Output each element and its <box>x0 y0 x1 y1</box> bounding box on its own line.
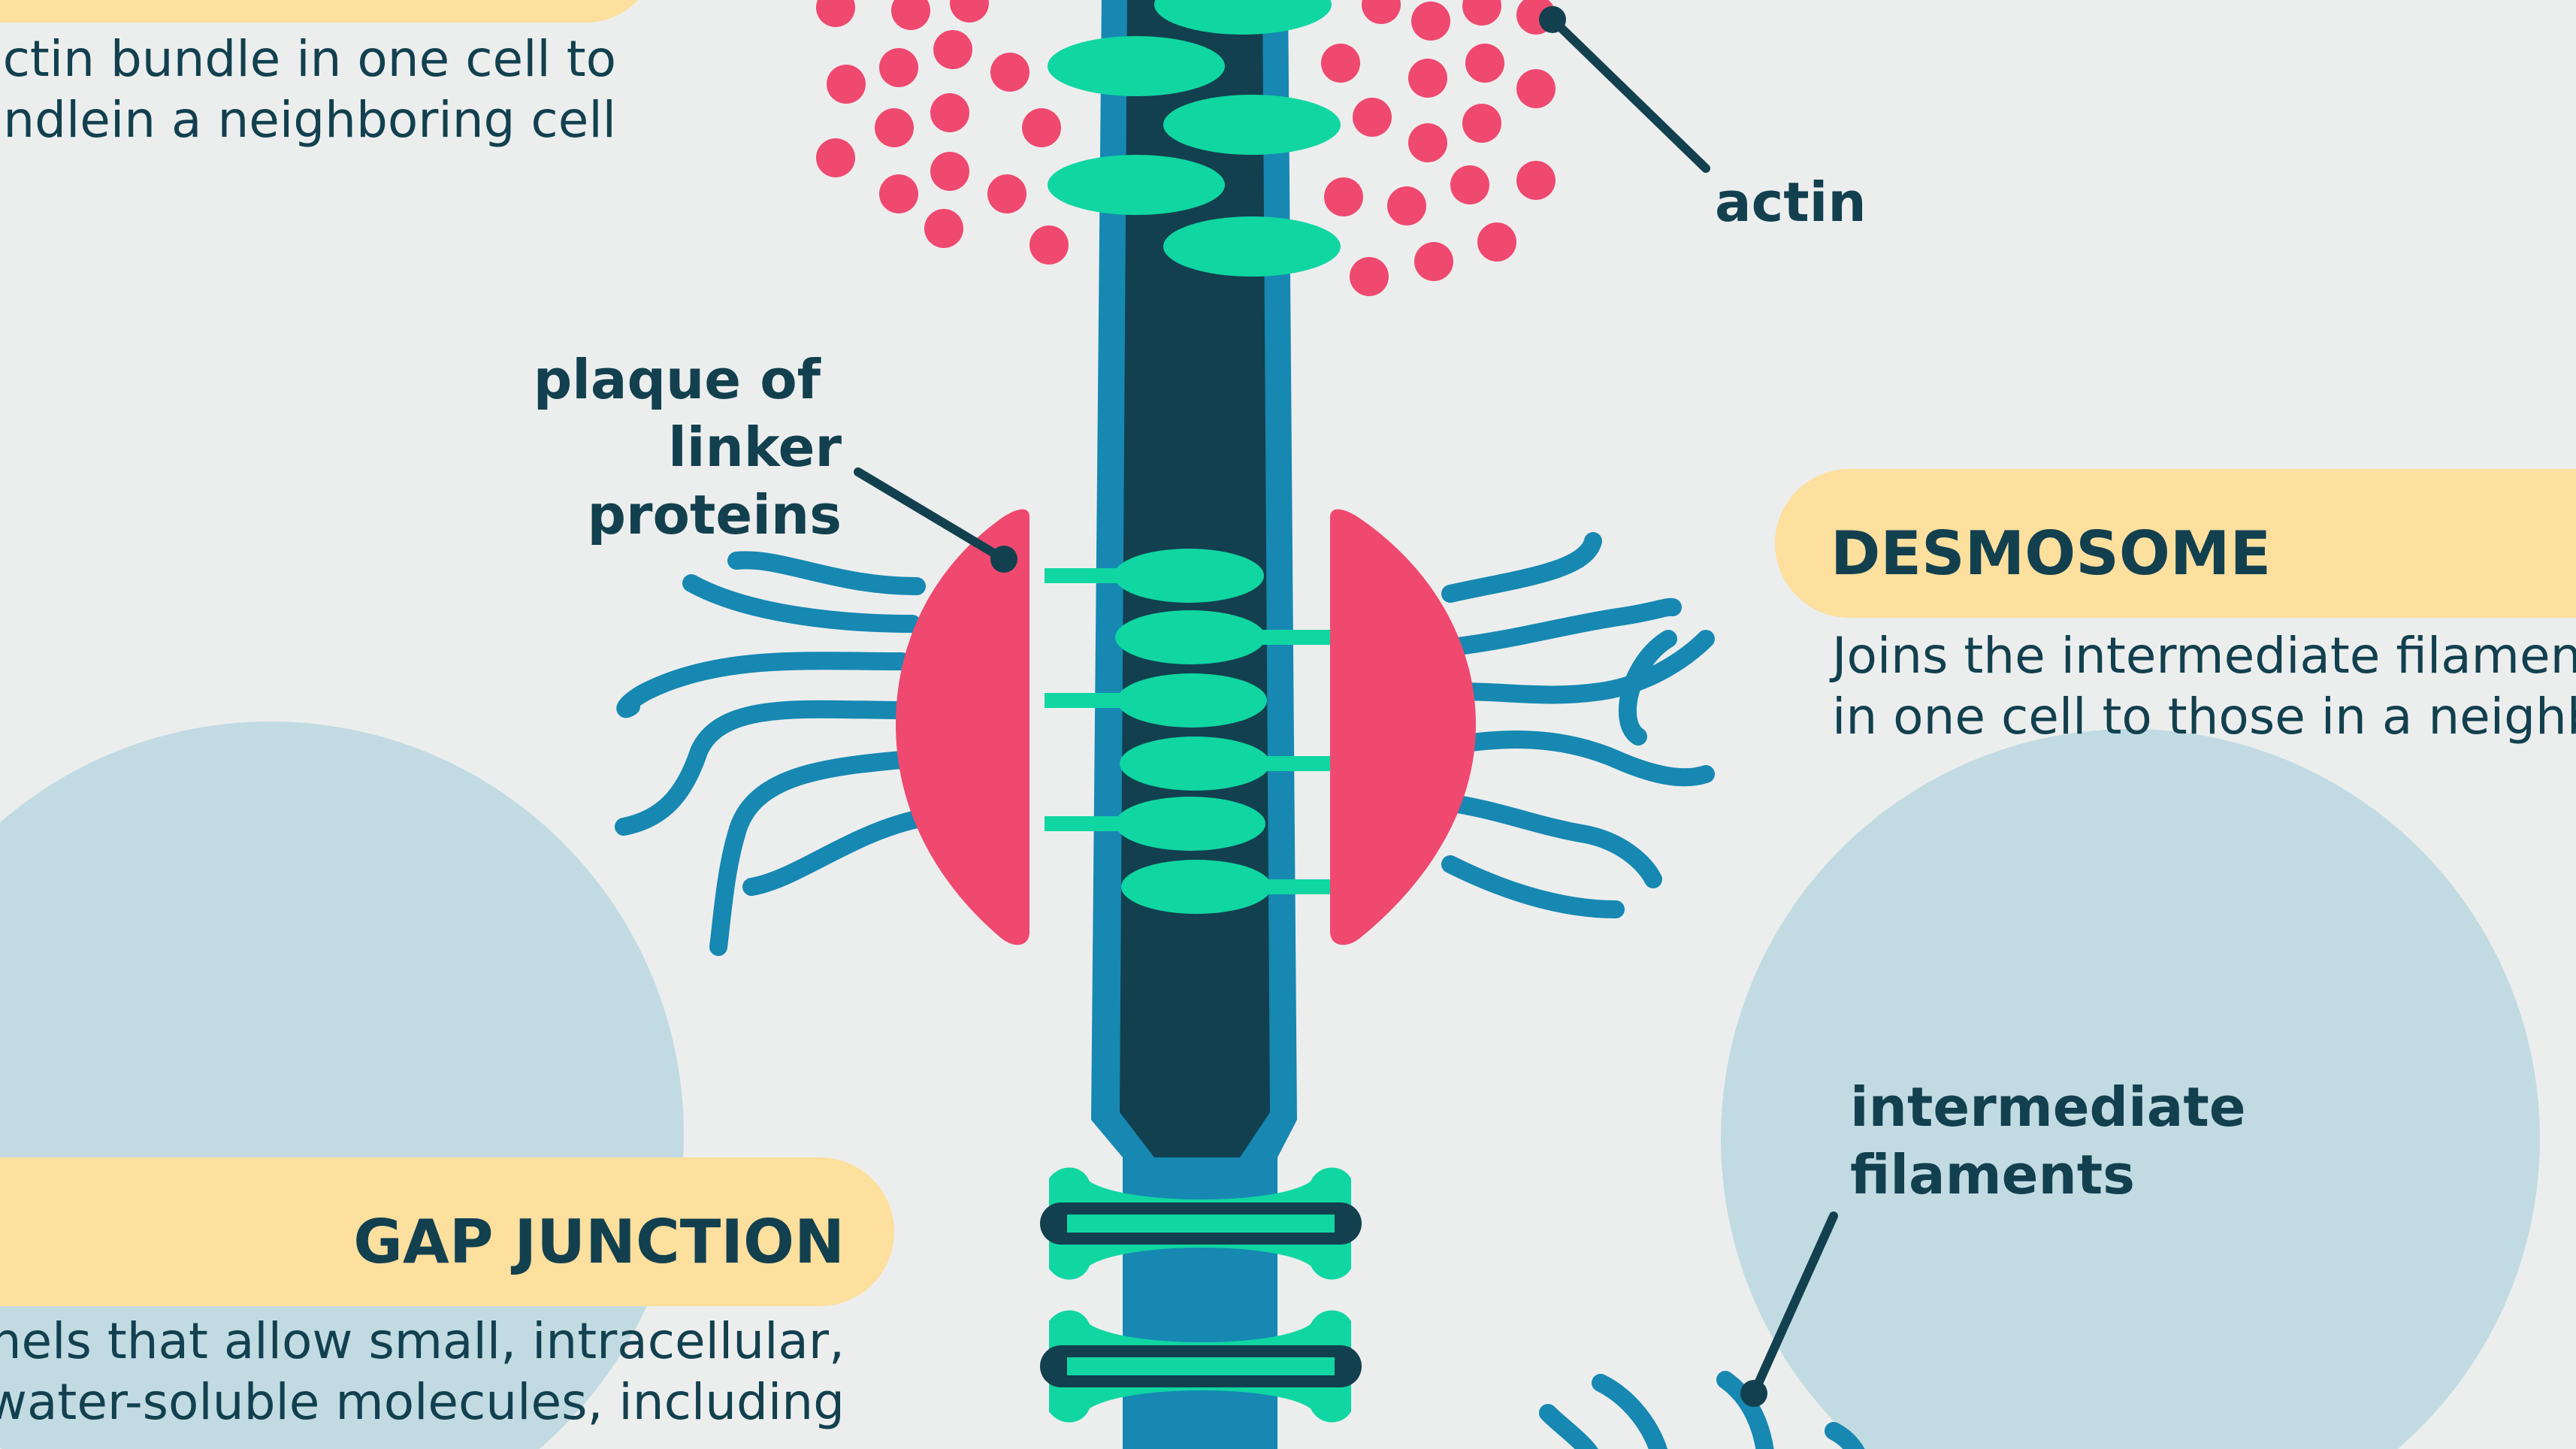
plaque-left <box>896 509 1029 945</box>
adherens-description: actin bundle in one cell to undlein a ne… <box>0 29 616 150</box>
plaque-label-line-1: plaque of <box>533 348 821 411</box>
adherens-desc-line-2: undlein a neighboring cell <box>0 91 616 149</box>
leader-lines <box>854 15 1838 1398</box>
gap-junction-desc-line-2: water-soluble molecules, including <box>0 1373 845 1431</box>
gap-junction-title-pill <box>0 1157 894 1306</box>
intermediate-label-line-1: intermediate <box>1850 1075 2246 1139</box>
adherens-linker-proteins <box>1048 0 1341 277</box>
plaque-label: plaque of linker proteins <box>421 346 842 549</box>
intermediate-filaments-right <box>1441 532 1715 918</box>
plaque-label-line-2: linker proteins <box>587 416 842 546</box>
filament-fragments-bottom-right <box>1539 1371 1865 1449</box>
desmosome-desc-line-2: in one cell to those in a neighb <box>1832 688 2576 746</box>
gap-junction-connexons <box>1040 1167 1362 1423</box>
adherens-title-pill <box>0 0 658 23</box>
intermediate-filaments-label: intermediate filaments <box>1850 1073 2246 1209</box>
gap-junction-desc-line-1: annels that allow small, intracellular, <box>0 1312 845 1370</box>
actin-dots-right <box>1321 0 1556 296</box>
adherens-desc-line-1: actin bundle in one cell to <box>0 30 616 88</box>
desmosome-cadherins <box>1045 549 1330 914</box>
actin-dots-left <box>816 0 1069 265</box>
intermediate-label-line-2: filaments <box>1850 1143 2136 1206</box>
desmosome-title: DESMOSOME <box>1831 519 2272 588</box>
desmosome-desc-line-1: Joins the intermediate filament <box>1832 627 2576 685</box>
actin-leader-line <box>1548 15 1710 173</box>
gap-junction-title: GAP JUNCTION <box>353 1207 845 1277</box>
desmosome-description: Joins the intermediate filament in one c… <box>1832 625 2576 747</box>
plaque-right <box>1330 509 1476 945</box>
actin-label: actin <box>1715 171 1867 234</box>
leader-dots <box>990 6 1767 1407</box>
intermediate-filaments-left <box>615 551 926 956</box>
right-background-circle <box>1721 729 2540 1449</box>
plaque-leader-line <box>854 467 1008 564</box>
intermediate-leader-line <box>1749 1212 1838 1398</box>
desmosome-title-pill <box>1775 469 2576 618</box>
gap-junction-description: annels that allow small, intracellular, … <box>0 1311 845 1432</box>
